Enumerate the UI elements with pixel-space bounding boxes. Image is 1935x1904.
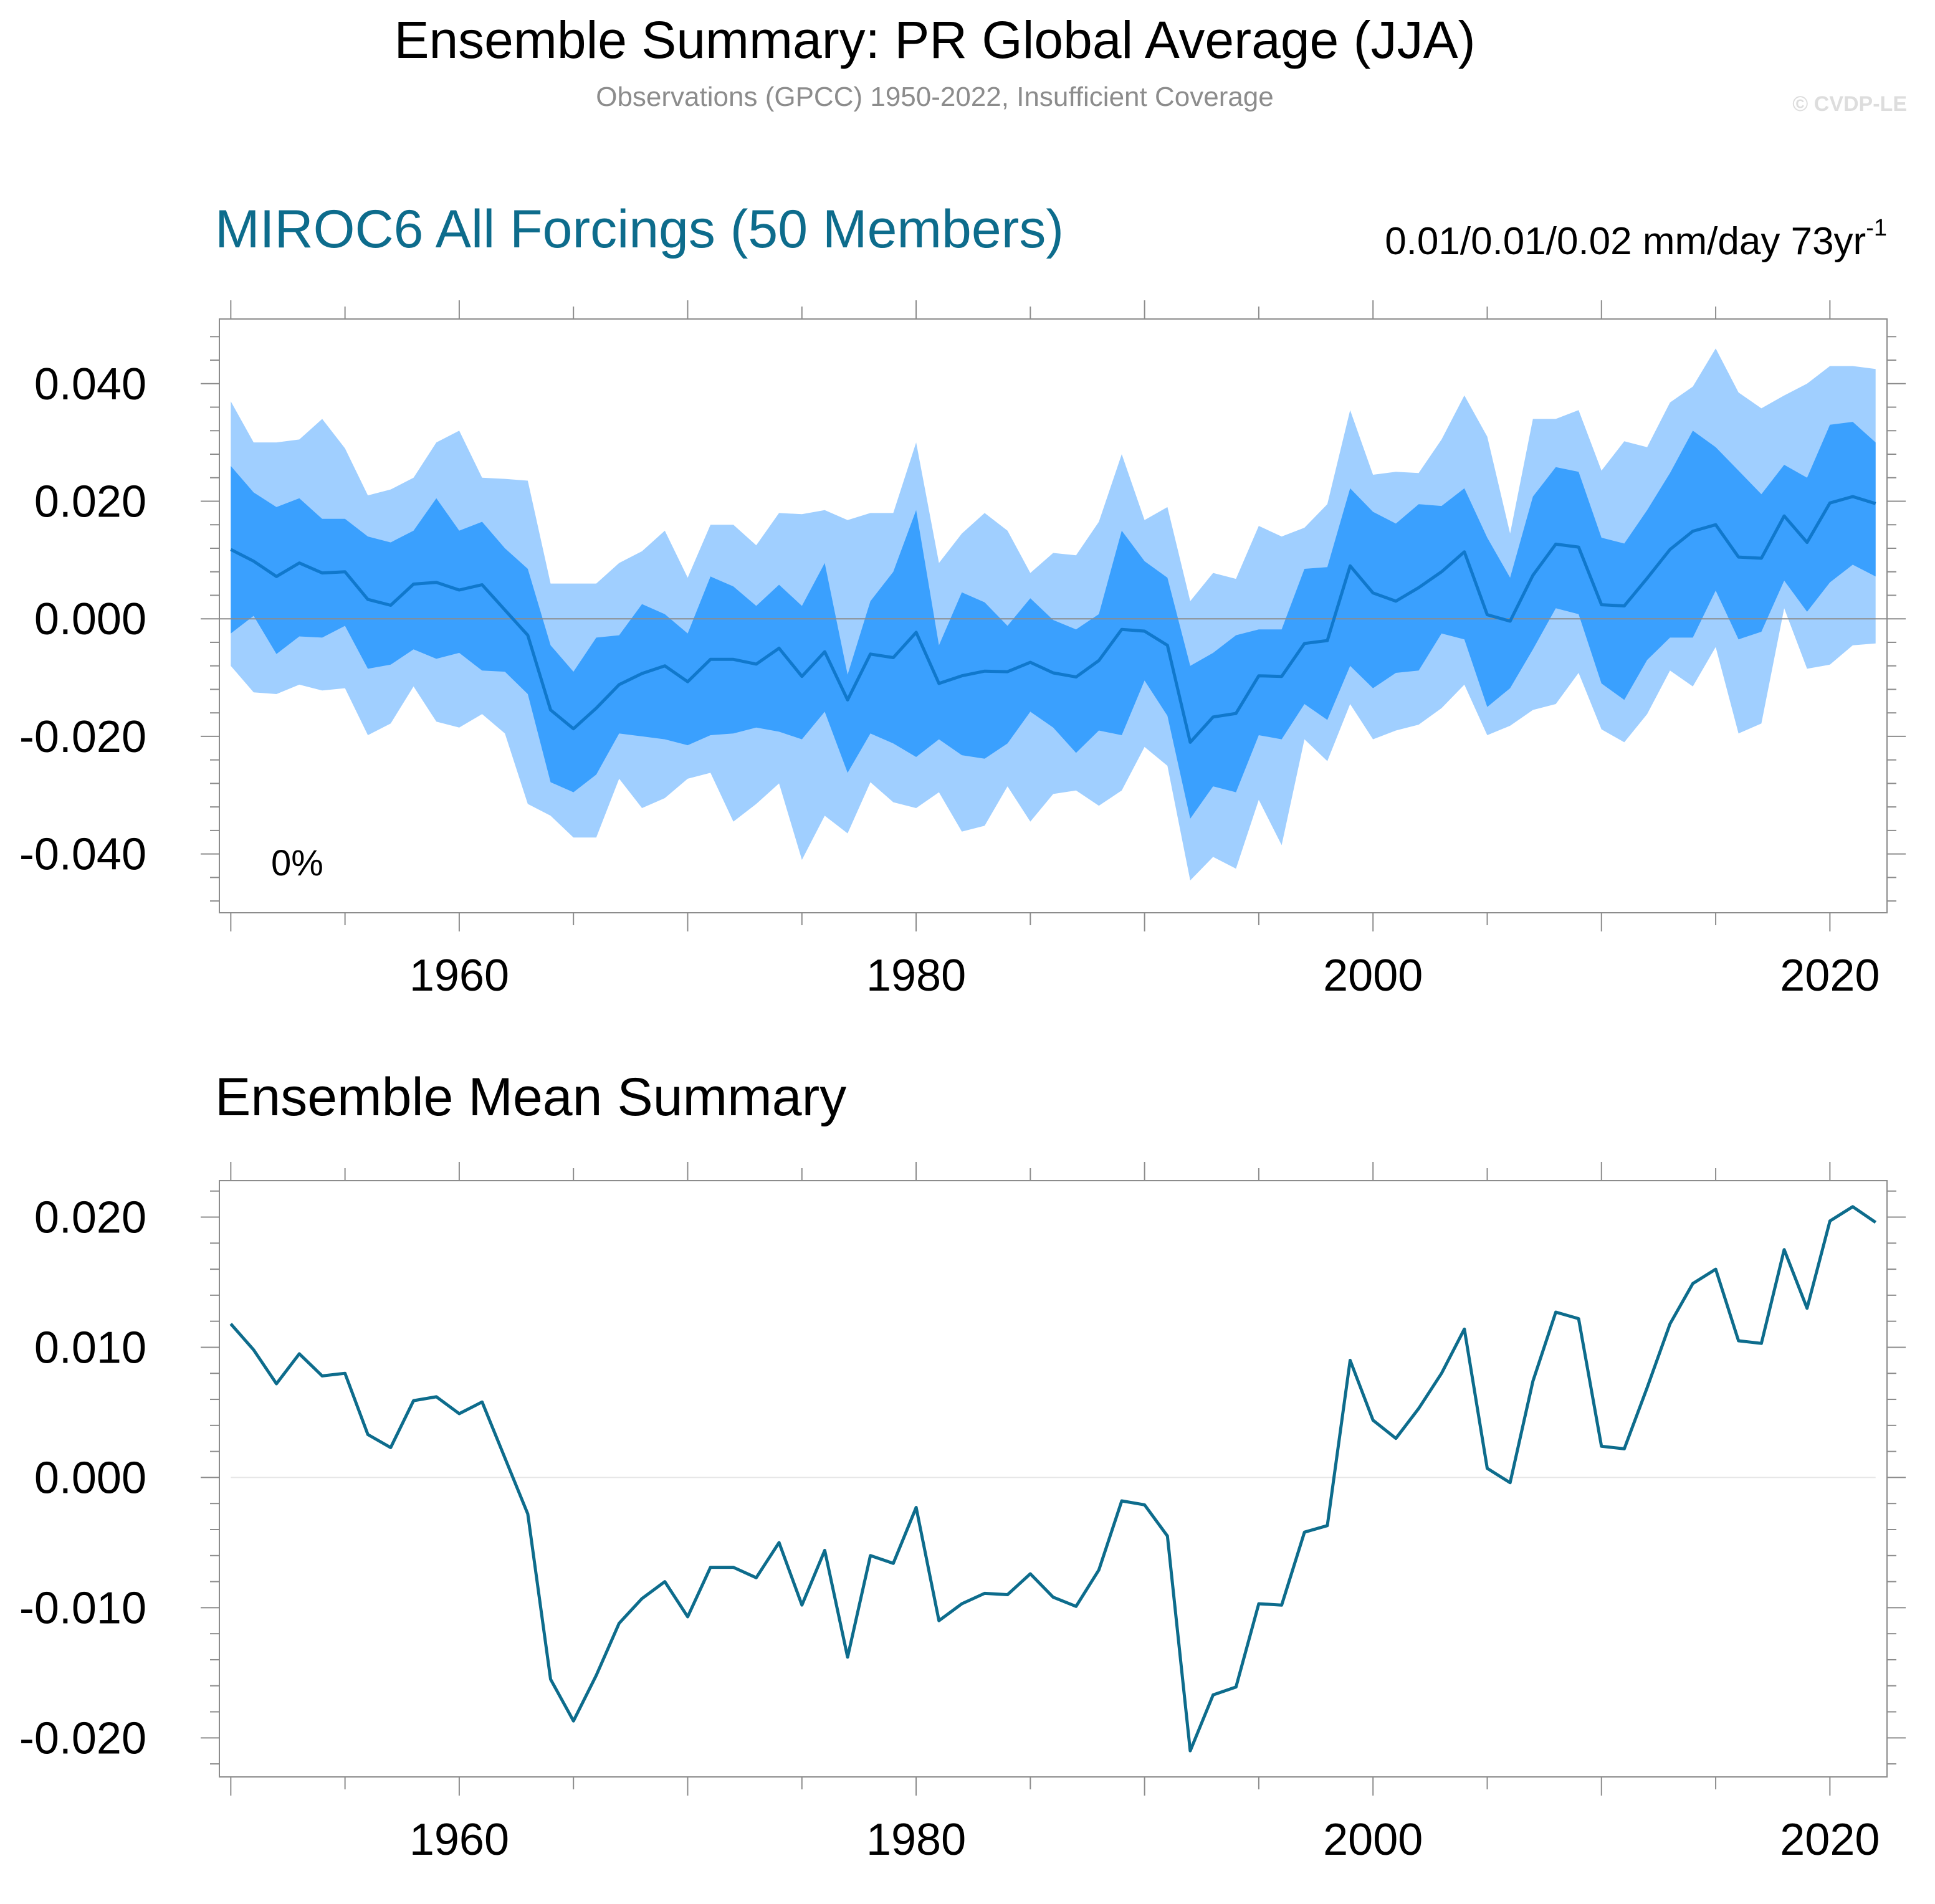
y-tick-label: 0.000: [34, 1453, 146, 1503]
y-tick-label: -0.040: [19, 830, 146, 880]
band-p10-p90: [231, 422, 1876, 819]
trend-label-sup: -1: [1866, 215, 1887, 241]
x-tick-label: 2000: [1323, 1815, 1423, 1865]
panel1-axis-labels: 1960 1980 2000 2020 0.040 0.020 0.000 -0.020 -0.…: [19, 359, 1880, 1001]
panel1-frame: [219, 318, 1888, 913]
y-tick-label: -0.020: [19, 1713, 146, 1763]
x-tick-label: 1980: [866, 1815, 966, 1865]
y-tick-label: 0.040: [34, 359, 146, 409]
percent-label: 0%: [271, 843, 323, 883]
y-tick-label: 0.020: [34, 1193, 146, 1243]
trend-label-text: 0.01/0.01/0.02 mm/day 73yr: [1385, 220, 1866, 263]
ensemble-mean-panel: Ensemble Mean Summary 1960 1980 2000 2020 0.…: [19, 1067, 1906, 1865]
panel1-ticks: [201, 300, 1906, 931]
watermark: © CVDP-LE: [1792, 92, 1907, 116]
panel2-plot-area: [229, 1205, 1877, 1753]
y-tick-label: 0.010: [34, 1323, 146, 1373]
x-tick-label: 2000: [1323, 951, 1423, 1001]
panel1-title: MIROC6 All Forcings (50 Members): [215, 199, 1064, 259]
x-tick-label: 2020: [1780, 1815, 1880, 1865]
x-tick-label: 1960: [409, 951, 509, 1001]
panel2-ticks: [201, 1162, 1906, 1796]
figure-subtitle: Observations (GPCC) 1950-2022, Insuffici…: [596, 82, 1274, 112]
y-tick-label: 0.020: [34, 477, 146, 527]
x-tick-label: 1980: [866, 951, 966, 1001]
panel2-frame: [219, 1180, 1888, 1778]
ensemble-panel: MIROC6 All Forcings (50 Members) 0.01/0.…: [19, 199, 1906, 1001]
panel1-plot-area: [219, 348, 1887, 881]
x-tick-label: 2020: [1780, 951, 1880, 1001]
summary-line: [229, 1205, 1877, 1753]
y-tick-label: 0.000: [34, 594, 146, 644]
panel2-axis-labels: 1960 1980 2000 2020 0.020 0.010 0.000 -0.010 -0.…: [19, 1193, 1880, 1865]
y-tick-label: -0.010: [19, 1583, 146, 1633]
trend-label: 0.01/0.01/0.02 mm/day 73yr-1: [1385, 215, 1887, 263]
figure-title: Ensemble Summary: PR Global Average (JJA…: [394, 11, 1475, 69]
x-tick-label: 1960: [409, 1815, 509, 1865]
ensemble-mean-line: [230, 495, 1876, 744]
panel2-title: Ensemble Mean Summary: [215, 1067, 846, 1127]
y-tick-label: -0.020: [19, 712, 146, 762]
band-min-max: [231, 348, 1876, 881]
